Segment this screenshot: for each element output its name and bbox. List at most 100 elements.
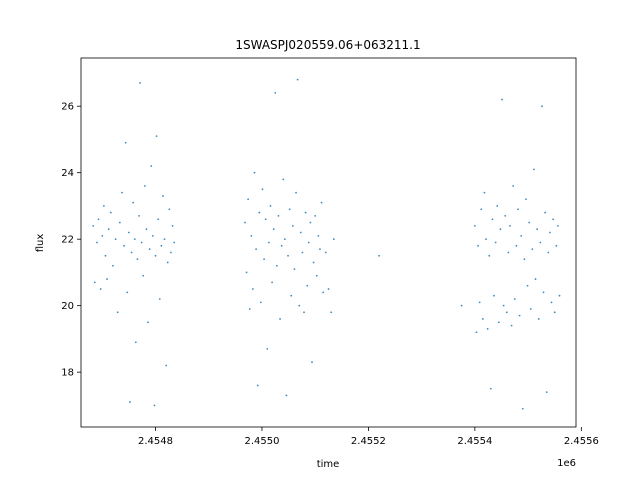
data-point [287,254,289,257]
data-point [163,238,166,241]
data-point [147,321,149,324]
data-point [112,264,114,267]
data-point [520,234,523,237]
data-point [481,318,484,320]
data-point [293,268,296,270]
data-point [162,195,164,197]
data-point [97,218,100,221]
data-point [517,208,519,211]
data-point [496,205,499,207]
data-point [114,238,117,241]
y-tick-label: 18 [61,368,74,379]
data-point [154,254,157,257]
data-point [505,311,508,314]
data-point [515,244,518,247]
data-point [311,361,313,364]
data-point [170,251,172,254]
data-point [107,228,110,231]
data-point [533,168,535,171]
data-point [552,218,555,221]
plot-frame [80,57,577,428]
data-points [92,78,561,410]
data-point [493,294,495,297]
data-point [291,224,294,227]
data-point [267,241,270,244]
data-point [497,321,500,324]
data-point [138,215,140,217]
data-point [330,311,333,314]
data-point [252,288,254,290]
data-point [489,387,492,390]
data-point [306,284,309,287]
data-point [106,278,108,280]
data-point [473,224,476,227]
y-axis-label: flux [35,234,46,253]
data-point [312,261,315,264]
data-point [165,364,168,367]
data-point [126,291,129,294]
data-point [304,211,307,214]
data-point [558,294,561,297]
data-point [143,185,146,187]
x-tick-label: 2.4548 [138,436,173,447]
data-point [266,347,269,350]
data-point [507,251,510,254]
data-point [279,318,281,320]
data-point [320,201,323,204]
data-point [274,92,277,94]
data-point [494,241,497,244]
data-point [166,261,169,264]
data-point [93,281,96,284]
x-tick-label: 2.4552 [351,436,386,447]
data-point [296,78,299,81]
y-tick-label: 24 [61,168,74,179]
data-point [116,311,119,314]
data-point [501,98,503,101]
data-point [282,178,285,181]
data-point [133,238,136,241]
data-point [150,165,153,167]
data-point [285,394,288,397]
data-point [521,407,524,410]
data-point [247,198,250,201]
data-point [272,228,275,231]
data-point [283,238,286,241]
data-point [171,224,174,227]
data-point [160,244,163,247]
data-point [324,251,327,254]
data-point [299,231,302,234]
data-point [261,188,264,191]
data-point [314,215,317,217]
data-point [317,234,320,237]
data-point [555,244,558,247]
data-point [486,328,489,330]
data-point [271,281,273,284]
data-point [255,248,258,251]
data-point [483,191,486,194]
data-point [488,254,491,257]
data-point [542,291,545,294]
data-point [502,304,505,307]
data-point [536,228,539,231]
data-point [132,201,135,204]
data-point [157,218,160,221]
data-point [264,218,267,221]
data-point [253,171,256,174]
data-point [499,228,502,231]
data-point [153,404,156,407]
data-point [151,234,154,237]
data-point [101,234,104,237]
data-point [478,301,481,304]
data-point [525,198,527,201]
data-point [322,291,325,294]
data-point [512,185,515,187]
data-point [303,311,305,314]
data-point [545,391,548,393]
data-point [145,228,148,231]
data-point [130,251,133,254]
data-point [158,298,161,300]
data-point [307,241,310,244]
data-point [118,221,121,224]
